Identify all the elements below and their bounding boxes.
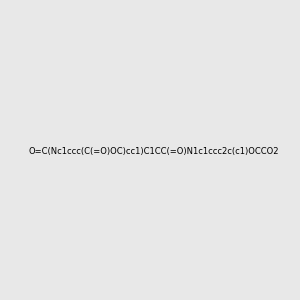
Text: O=C(Nc1ccc(C(=O)OC)cc1)C1CC(=O)N1c1ccc2c(c1)OCCO2: O=C(Nc1ccc(C(=O)OC)cc1)C1CC(=O)N1c1ccc2c… bbox=[28, 147, 279, 156]
